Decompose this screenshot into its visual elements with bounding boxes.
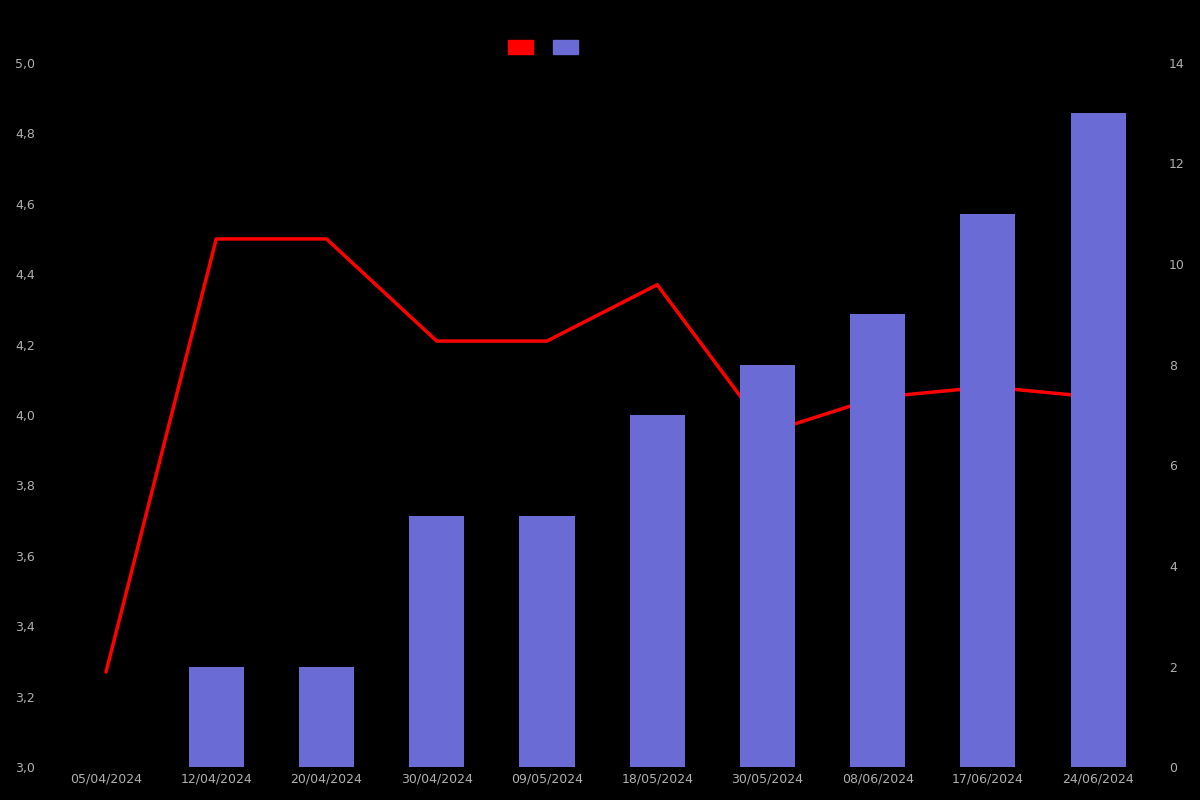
Bar — [740, 365, 794, 767]
Legend: , : , — [503, 34, 589, 61]
Bar — [960, 214, 1015, 767]
Bar — [1070, 113, 1126, 767]
Bar — [520, 516, 575, 767]
Bar — [188, 666, 244, 767]
Bar — [299, 666, 354, 767]
Bar — [409, 516, 464, 767]
Bar — [850, 314, 905, 767]
Bar — [630, 415, 685, 767]
